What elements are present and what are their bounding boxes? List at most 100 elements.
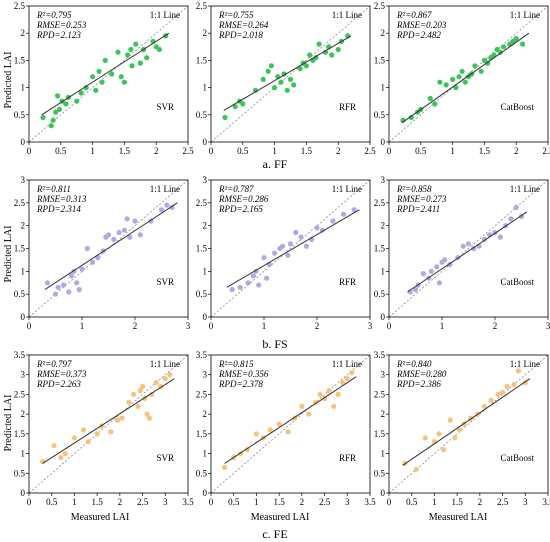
y-tick-label: 0.5 [14,289,26,299]
data-point [432,101,438,107]
stat-annotation: RMSE=0.273 [396,194,447,204]
stat-annotation: RMSE=0.356 [218,369,269,379]
data-point [74,280,80,286]
data-point [268,63,274,69]
data-point [93,87,99,93]
x-tick-label: 1.5 [274,497,286,507]
data-point [85,439,91,445]
data-point [442,257,448,263]
model-label: SVR [156,102,174,112]
data-point [137,232,143,238]
data-point [340,211,347,217]
oneone-legend: 1:1 Line [332,184,362,194]
data-point [121,79,127,85]
data-point [497,49,503,55]
y-tick-label: 1.5 [374,55,386,65]
y-tick-label: 1.5 [14,55,26,65]
y-tick-label: 2.5 [14,198,26,208]
x-tick-label: 3 [368,321,373,331]
oneone-legend: 1:1 Line [332,10,362,20]
data-point [153,380,159,386]
x-tick-label: 0 [209,146,214,156]
data-point [256,282,262,288]
y-tick-label: 1 [203,266,208,276]
stat-annotation: RPD=2.386 [396,379,441,389]
plot-frame [388,354,549,494]
data-point [440,447,447,453]
y-tick-label: 1 [21,266,26,276]
y-tick-label: 1 [381,83,386,93]
y-tick-label: 1 [21,83,26,93]
y-tick-label: 3 [381,175,386,185]
y-tick-label: 2 [381,221,386,231]
data-point [90,259,96,265]
data-point [66,289,72,295]
data-point [79,266,85,272]
data-point [115,417,121,423]
y-tick-label: 0 [381,137,386,147]
data-point [129,63,135,69]
data-point [291,82,297,88]
data-point [118,74,124,80]
stat-annotation: RPD=2.482 [396,30,441,40]
x-tick-label: 0 [27,146,32,156]
data-point [351,207,357,213]
data-point [146,415,152,421]
data-point [317,391,323,397]
oneone-line [388,354,549,494]
x-tick-label: 1.5 [119,146,131,156]
data-point [62,451,68,457]
model-label: RFR [339,102,356,112]
data-point [422,435,428,441]
x-tick-label: 3 [345,497,350,507]
data-point [284,87,290,93]
data-point [111,236,117,242]
y-tick-label: 0.5 [374,110,386,120]
x-tick-label: 0.5 [406,497,418,507]
x-tick-label: 1.5 [479,146,491,156]
stat-annotation: RMSE=0.313 [36,194,87,204]
fit-line [226,209,360,288]
y-tick-label: 1.5 [374,244,386,254]
data-point [260,76,266,82]
y-tick-label: 1 [203,83,208,93]
data-point [306,411,312,417]
stat-annotation: RPD=2.123 [36,30,81,40]
plot-frame [210,5,371,143]
oneone-legend: 1:1 Line [510,184,540,194]
data-point [99,79,105,85]
data-point [52,291,59,297]
y-tick-label: 2.5 [374,198,386,208]
data-point [462,79,468,85]
oneone-legend: 1:1 Line [150,359,180,369]
y-tick-label: 1 [203,449,208,459]
y-tick-label: 2.5 [196,198,208,208]
y-tick-label: 2 [203,409,208,419]
data-point [127,234,133,240]
data-point [55,284,61,290]
y-tick-label: 1.5 [14,244,26,254]
x-tick-label: 3.5 [364,497,376,507]
data-point [329,52,335,58]
y-tick-label: 1.5 [196,244,208,254]
data-point [140,383,146,390]
x-tick-label: 1 [440,321,445,331]
data-point [96,68,102,74]
data-point [298,234,304,240]
x-tick-label: 1 [450,146,455,156]
data-point [436,431,442,437]
x-tick-label: 2 [514,146,519,156]
stat-annotation: RMSE=0.253 [36,20,87,30]
data-point [48,123,54,129]
data-point [276,421,282,427]
y-tick-label: 1.5 [196,429,208,439]
data-point [125,52,131,58]
data-point [434,264,440,270]
data-point [116,229,122,236]
stat-annotation: RMSE=0.286 [218,194,269,204]
y-tick-label: 2 [203,28,208,38]
y-tick-label: 2 [203,221,208,231]
x-tick-label: 1.5 [92,497,104,507]
x-tick-label: 2 [300,497,305,507]
data-point [250,273,256,279]
